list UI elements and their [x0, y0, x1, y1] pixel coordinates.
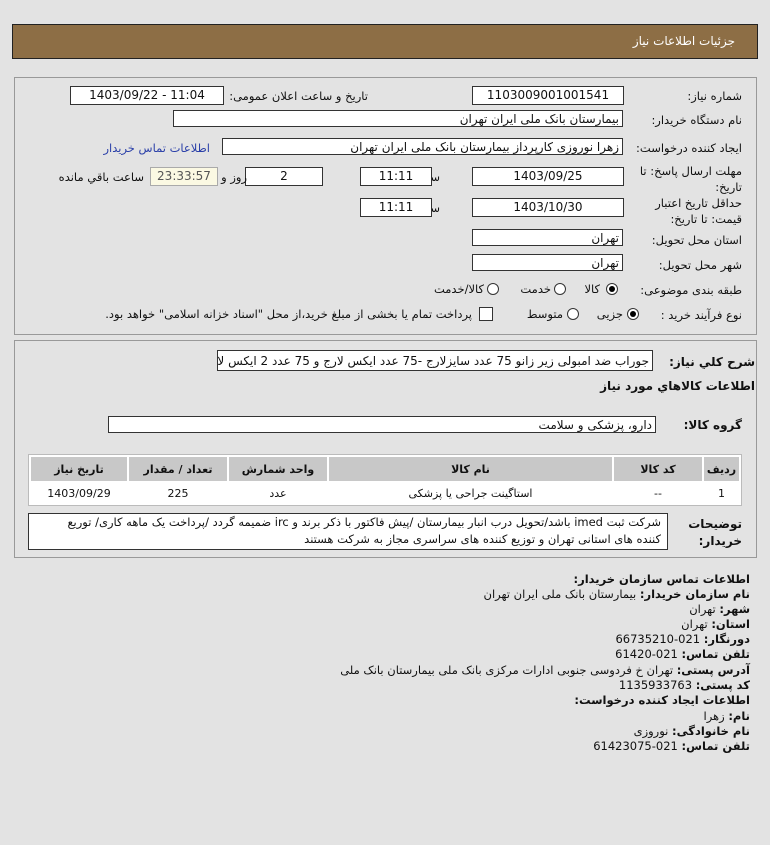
remaining-label: ساعت باقي مانده: [58, 170, 144, 184]
col-name: نام کالا: [329, 457, 612, 481]
contact-phone: تلفن تماس: 021-61420: [615, 647, 750, 661]
city-field: تهران: [472, 254, 623, 271]
notes-line-2: کننده های استانی تهران و توزیع کننده های…: [304, 532, 661, 546]
process-option-minor: جزیی: [596, 307, 623, 321]
category-label: طبقه بندی موضوعی:: [640, 283, 742, 297]
remaining-time-field: 23:33:57: [150, 167, 218, 186]
table-header-row: ردیف کد کالا نام کالا واحد شمارش تعداد /…: [31, 457, 739, 481]
cell-row: 1: [704, 483, 739, 503]
validity-time-field: 11:11: [360, 198, 432, 217]
group-field: دارو، پزشکی و سلامت: [108, 416, 656, 433]
creator-title: اطلاعات ایجاد کننده درخواست:: [574, 693, 750, 707]
process-radio-minor[interactable]: [627, 308, 639, 320]
category-option-both: کالا/خدمت: [433, 282, 484, 296]
col-row: ردیف: [704, 457, 739, 481]
contact-city: شهر: تهران: [689, 602, 750, 616]
process-label: نوع فرآیند خرید :: [660, 308, 742, 322]
process-option-medium: متوسط: [526, 307, 563, 321]
category-radio-service[interactable]: [554, 283, 566, 295]
contact-postal: کد پستی: 1135933763: [618, 678, 750, 692]
notes-field: شرکت ثبت imed باشد/تحویل درب انبار بیمار…: [28, 513, 668, 550]
category-option-service: خدمت: [520, 282, 551, 296]
deadline-time-field: 11:11: [360, 167, 432, 186]
group-label: گروه کالا:: [683, 418, 742, 432]
announce-label: تاریخ و ساعت اعلان عمومی:: [229, 89, 368, 103]
cell-qty: 225: [129, 483, 227, 503]
col-qty: تعداد / مقدار: [129, 457, 227, 481]
days-label: روز و: [221, 170, 247, 184]
page-title: جزئیات اطلاعات نیاز: [632, 34, 735, 48]
summary-field: جوراب ضد امبولی زیر زانو 75 عدد سایزلارج…: [217, 350, 653, 371]
col-code: کد کالا: [614, 457, 702, 481]
validity-date-field: 1403/10/30: [472, 198, 624, 217]
deadline-label: مهلت ارسال پاسخ: تا: [639, 164, 742, 178]
treasury-payment-checkbox[interactable]: [479, 307, 493, 321]
buyer-contact-link[interactable]: اطلاعات تماس خریدار: [103, 141, 210, 155]
notes-label: توضیحات: [688, 517, 742, 531]
category-option-goods: کالا: [584, 282, 600, 296]
notes-line-1: شرکت ثبت imed باشد/تحویل درب انبار بیمار…: [67, 515, 661, 529]
cell-name: استاگینت جراحی یا پزشکی: [329, 483, 612, 503]
contact-province: استان: تهران: [681, 617, 750, 631]
summary-label: شرح کلي نياز:: [669, 355, 755, 369]
cell-unit: عدد: [229, 483, 327, 503]
buyer-label: نام دستگاه خریدار:: [651, 113, 742, 127]
buyer-field: بیمارستان بانک ملی ایران تهران: [173, 110, 623, 127]
contact-fax: دورنگار: 021-66735210: [615, 632, 750, 646]
requester-label: ایجاد کننده درخواست:: [636, 141, 742, 155]
page-header: جزئیات اطلاعات نیاز: [12, 24, 758, 59]
province-label: استان محل تحویل:: [651, 233, 742, 247]
goods-title: اطلاعات کالاهاي مورد نياز: [600, 379, 755, 393]
announce-field: 1403/09/22 - 11:04: [70, 86, 224, 105]
contact-org: نام سازمان خریدار: بیمارستان بانک ملی ای…: [483, 587, 750, 601]
contact-title: اطلاعات تماس سازمان خریدار:: [573, 572, 750, 586]
category-radio-goods[interactable]: [606, 283, 618, 295]
need-number-label: شماره نیاز:: [687, 89, 742, 103]
treasury-payment-note: پرداخت تمام یا بخشی از مبلغ خرید،از محل …: [105, 307, 472, 321]
deadline-date-field: 1403/09/25: [472, 167, 624, 186]
goods-table: ردیف کد کالا نام کالا واحد شمارش تعداد /…: [28, 454, 742, 506]
contact-address: آدرس پستی: تهران خ فردوسی جنوبی ادارات م…: [340, 663, 750, 677]
city-label: شهر محل تحویل:: [658, 258, 742, 272]
creator-name: نام: زهرا: [703, 709, 751, 723]
table-row: 1 -- استاگینت جراحی یا پزشکی عدد 225 140…: [31, 483, 739, 503]
col-unit: واحد شمارش: [229, 457, 327, 481]
col-date: تاریخ نیاز: [31, 457, 127, 481]
process-radio-medium[interactable]: [567, 308, 579, 320]
creator-phone: تلفن تماس: 021-61423075: [593, 739, 750, 753]
notes-label-2: خریدار:: [698, 534, 742, 548]
category-radio-both[interactable]: [487, 283, 499, 295]
province-field: تهران: [472, 229, 623, 246]
validity-label-2: قیمت: تا تاریخ:: [670, 212, 742, 226]
cell-code: --: [614, 483, 702, 503]
cell-date: 1403/09/29: [31, 483, 127, 503]
creator-family: نام خانوادگی: نوروزی: [633, 724, 750, 738]
need-number-field: 1103009001001541: [472, 86, 624, 105]
days-field: 2: [245, 167, 323, 186]
requester-field: زهرا نوروزی کارپرداز بیمارستان بانک ملی …: [222, 138, 623, 155]
validity-label: حداقل تاریخ اعتبار: [655, 196, 742, 210]
deadline-label-2: تاریخ:: [715, 180, 742, 194]
